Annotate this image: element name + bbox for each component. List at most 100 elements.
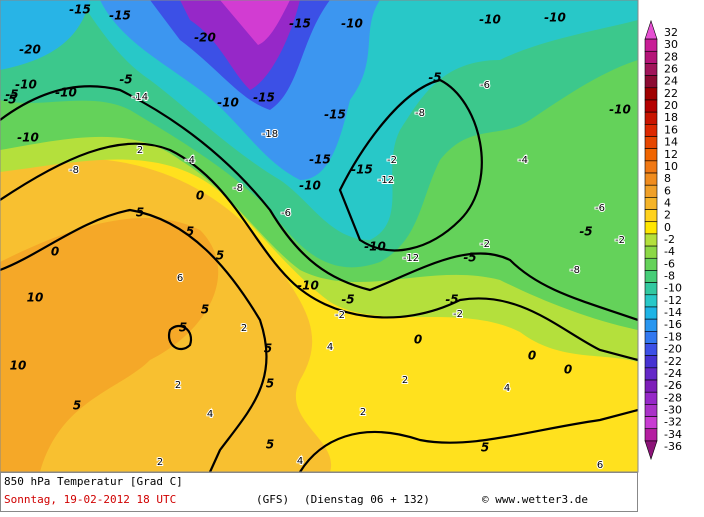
isotherm-label: -5 <box>5 88 18 102</box>
isotherm-label: -10 <box>341 17 363 31</box>
footer-box <box>0 472 638 512</box>
footer-title: 850 hPa Temperatur [Grad C] <box>4 475 183 488</box>
isotherm-label: -10 <box>55 86 77 100</box>
contour-label: -2 <box>453 309 463 320</box>
isotherm-label: -5 <box>341 293 354 307</box>
scale-swatch <box>644 184 658 198</box>
scale-label: 0 <box>664 221 671 234</box>
scale-swatch <box>644 343 658 356</box>
scale-label: 18 <box>664 111 678 124</box>
temp-region <box>220 0 290 45</box>
isotherm-label: -5 <box>445 293 458 307</box>
scale-label: -24 <box>664 367 682 380</box>
isotherm-label: -20 <box>194 31 216 45</box>
isotherm-label: -5 <box>463 251 476 265</box>
isotherm <box>0 85 639 322</box>
isotherm-label: -10 <box>364 240 386 254</box>
isotherm-label: -10 <box>297 279 319 293</box>
temp-region <box>0 217 219 472</box>
isotherm-label: -10 <box>217 96 239 110</box>
scale-swatch <box>644 306 658 320</box>
isotherm-label: -5 <box>119 73 132 87</box>
contour-label: 4 <box>297 456 303 467</box>
scale-swatch <box>644 331 658 344</box>
contour-label: -8 <box>69 165 79 176</box>
scale-swatch <box>644 172 658 186</box>
scale-label: -20 <box>664 343 682 356</box>
scale-swatch <box>644 63 658 76</box>
scale-label: -2 <box>664 233 675 246</box>
isotherm-label: 0 <box>564 363 572 377</box>
contour-label: -14 <box>132 92 148 103</box>
scale-label: -4 <box>664 245 675 258</box>
isotherm-label: -15 <box>69 3 91 17</box>
contour-label: 4 <box>504 383 510 394</box>
scale-label: 30 <box>664 38 678 51</box>
scale-swatch <box>644 148 658 162</box>
isotherm-label: 0 <box>51 245 59 259</box>
isotherm-label: 5 <box>481 441 489 455</box>
isotherm-label: 10 <box>10 359 27 373</box>
scale-swatch <box>644 233 658 247</box>
isotherm-label: 5 <box>264 342 272 356</box>
scale-label: 32 <box>664 26 678 39</box>
scale-label: -18 <box>664 330 682 343</box>
scale-label: -28 <box>664 391 682 404</box>
scale-swatch <box>644 379 658 393</box>
scale-label: 26 <box>664 63 678 76</box>
scale-swatch <box>644 367 658 381</box>
contour-label: -2 <box>387 155 397 166</box>
temperature-map: -15 -15-20-20-15 -10 -10-15-10-10-5-10-10-5… <box>0 0 639 473</box>
scale-label: 12 <box>664 148 678 161</box>
isotherm-label: 10 <box>27 291 44 305</box>
contour-label: -8 <box>415 108 425 119</box>
scale-arrow-bottom <box>644 440 658 461</box>
scale-label: -6 <box>664 257 675 270</box>
isotherm-label: 0 <box>414 333 422 347</box>
contour-label: 2 <box>175 380 181 391</box>
isotherm-label: 5 <box>136 206 144 220</box>
scale-swatch <box>644 257 658 271</box>
scale-label: 16 <box>664 123 678 136</box>
contour-label: -2 <box>615 235 625 246</box>
isotherm-label: 5 <box>266 438 274 452</box>
isotherm-label: -15 <box>109 9 131 23</box>
isotherm-label: 5 <box>201 303 209 317</box>
contour-label: 4 <box>207 409 213 420</box>
isotherm-label: 0 <box>196 189 204 203</box>
scale-label: 8 <box>664 172 671 185</box>
scale-swatch <box>644 38 658 52</box>
scale-label: -36 <box>664 440 682 453</box>
scale-swatch <box>644 391 658 405</box>
contour-label: -8 <box>570 265 580 276</box>
contour-label: 4 <box>327 342 333 353</box>
scale-swatch <box>644 197 658 210</box>
contour-label: -6 <box>595 203 605 214</box>
scale-arrow-top <box>644 19 658 40</box>
isotherm <box>0 142 639 362</box>
scale-label: -32 <box>664 416 682 429</box>
isotherm-label: 5 <box>73 399 81 413</box>
footer: 850 hPa Temperatur [Grad C] Sonntag, 19-… <box>0 472 638 512</box>
contour-label: -4 <box>185 155 195 166</box>
scale-label: 2 <box>664 209 671 222</box>
isotherm-label: -5 <box>579 225 592 239</box>
scale-swatch <box>644 136 658 149</box>
scale-swatch <box>644 282 658 296</box>
isotherms <box>0 78 639 473</box>
contour-label: -6 <box>281 208 291 219</box>
contour-label: 6 <box>597 460 603 471</box>
scale-swatch <box>644 124 658 137</box>
isotherm-label: -15 <box>309 153 331 167</box>
scale-label: 14 <box>664 136 678 149</box>
contour-label: 2 <box>157 457 163 468</box>
color-scale: 32302826242220181614121086420-2-4-6-8-10… <box>644 19 682 461</box>
scale-label: -30 <box>664 403 682 416</box>
contour-label: -4 <box>518 155 528 166</box>
isotherm-label: 5 <box>186 225 194 239</box>
scale-swatch <box>644 245 658 259</box>
scale-label: -12 <box>664 294 682 307</box>
footer-credit: © www.wetter3.de <box>482 493 588 506</box>
footer-run: Sonntag, 19-02-2012 18 UTC <box>4 493 176 506</box>
